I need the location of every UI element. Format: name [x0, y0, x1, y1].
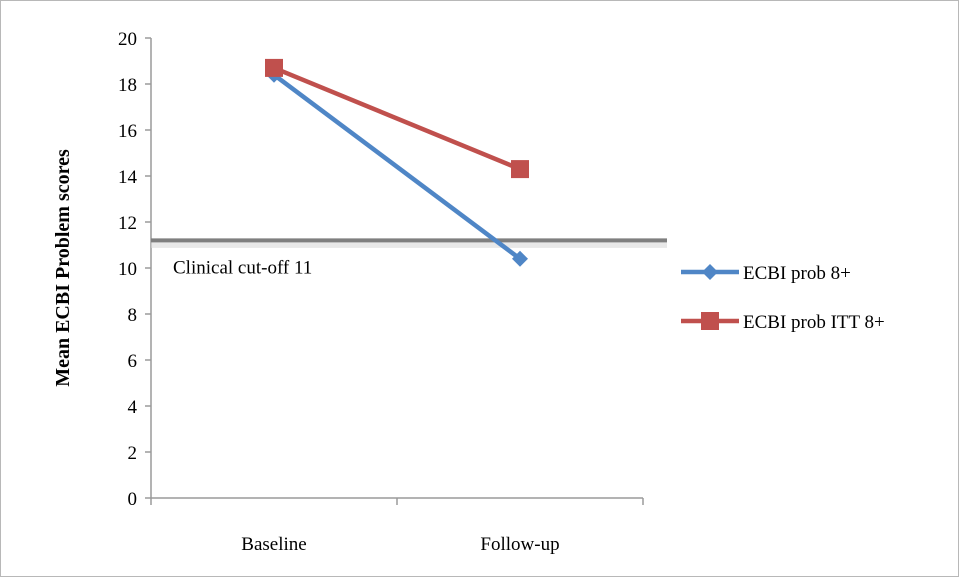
- y-ticks: 0 2 4 6 8 10 12 14 16 18 20: [118, 29, 151, 510]
- legend-item: ECBI prob 8+: [681, 263, 851, 284]
- y-tick-label: 18: [118, 75, 137, 96]
- y-tick-label: 16: [118, 121, 137, 142]
- y-tick-label: 10: [118, 259, 137, 280]
- y-tick-label: 4: [128, 397, 138, 418]
- y-tick-label: 2: [128, 443, 138, 464]
- data-point: [512, 250, 528, 267]
- reference-line-group: Clinical cut-off 11: [151, 238, 667, 278]
- x-category-label: Follow-up: [480, 534, 559, 555]
- data-point: [265, 58, 283, 77]
- legend-item: ECBI prob ITT 8+: [681, 312, 885, 333]
- reference-line-label: Clinical cut-off 11: [173, 257, 312, 278]
- legend-marker: [702, 264, 718, 280]
- x-category-label: Baseline: [241, 534, 306, 555]
- y-tick-label: 8: [128, 305, 138, 326]
- y-axis-title: Mean ECBI Problem scores: [52, 149, 74, 387]
- legend-label: ECBI prob ITT 8+: [743, 312, 885, 333]
- y-tick-label: 14: [118, 167, 138, 188]
- series-line: [273, 65, 521, 172]
- data-point: [511, 160, 529, 179]
- series-group: [265, 58, 529, 267]
- legend: ECBI prob 8+ ECBI prob ITT 8+: [681, 263, 885, 333]
- legend-label: ECBI prob 8+: [743, 263, 851, 284]
- y-tick-label: 20: [118, 29, 137, 50]
- series-2: [265, 58, 529, 179]
- x-ticks: Baseline Follow-up: [150, 498, 644, 555]
- y-tick-label: 0: [128, 489, 138, 510]
- legend-marker: [701, 312, 719, 330]
- series-line: [272, 72, 522, 261]
- series-1: [266, 66, 528, 267]
- y-tick-label: 12: [118, 213, 137, 234]
- y-tick-label: 6: [128, 351, 138, 372]
